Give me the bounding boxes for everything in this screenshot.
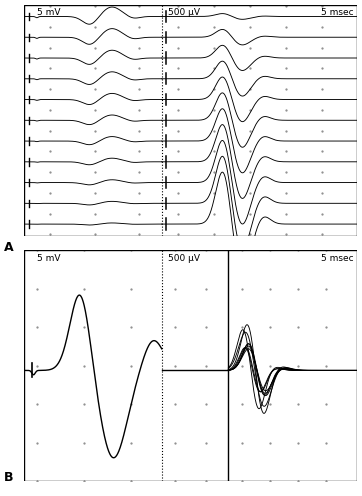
Text: B: B: [4, 471, 13, 484]
Text: 5 mV: 5 mV: [37, 8, 60, 17]
Text: 500 μV: 500 μV: [168, 8, 201, 17]
Text: A: A: [4, 241, 13, 253]
Text: 5 mV: 5 mV: [37, 254, 60, 263]
Text: 5 msec: 5 msec: [321, 254, 353, 263]
Text: 500 μV: 500 μV: [168, 254, 201, 263]
Text: 5 msec: 5 msec: [321, 8, 353, 17]
